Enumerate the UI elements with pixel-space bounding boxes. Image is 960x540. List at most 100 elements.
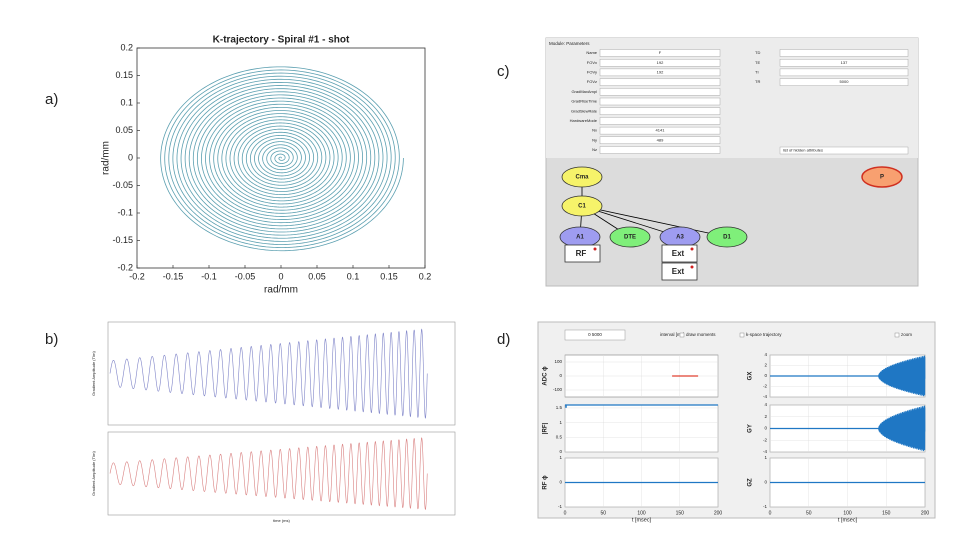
y-tick-label: 0 — [764, 373, 767, 378]
checkbox[interactable] — [739, 332, 745, 338]
block-marker — [690, 247, 694, 251]
input-box — [599, 136, 721, 145]
gradient-waveform — [109, 328, 428, 419]
block-marker — [690, 265, 694, 269]
chart-title: K-trajectory - Spiral #1 - shot — [213, 35, 350, 46]
spiral-trajectory — [160, 66, 404, 252]
field-value: 192 — [657, 60, 664, 65]
checkbox-label: draw moments — [686, 332, 716, 337]
field-label: Nz — [592, 147, 597, 152]
x-tick-label: -0.05 — [235, 271, 256, 281]
input-box — [779, 49, 909, 57]
field-label: Ny — [592, 137, 597, 142]
y-tick-label: 4 — [764, 352, 767, 357]
block — [661, 244, 698, 263]
input-box — [599, 146, 721, 154]
y-axis-label: RF ϕ — [543, 475, 549, 490]
field-value: F — [659, 50, 662, 55]
field-value: 489 — [657, 137, 664, 142]
node — [561, 195, 603, 217]
node-label: DTE — [624, 235, 636, 241]
gradient-trace — [878, 355, 926, 397]
field-label: TD — [755, 50, 760, 55]
interval-label: interval [ms] — [660, 332, 684, 337]
x-tick-label: 100 — [843, 510, 852, 516]
block — [661, 262, 698, 281]
y-tick-label: 0.15 — [115, 70, 133, 80]
field-label: GradRiseTime — [571, 99, 597, 104]
field-label: HardwareMode — [570, 118, 598, 123]
y-tick-label: -0.05 — [112, 180, 133, 190]
node — [861, 166, 903, 188]
x-tick-label: 0 — [564, 510, 567, 516]
panel-label: d) — [497, 331, 510, 348]
y-tick-label: 1 — [559, 455, 562, 460]
block-marker — [593, 247, 597, 251]
y-axis-label: Gradient Amplitude (T/m) — [91, 450, 96, 495]
x-tick-label: -0.15 — [163, 271, 184, 281]
input-box — [779, 78, 909, 86]
y-tick-label: 0 — [764, 480, 767, 485]
y-tick-label: 0.5 — [556, 435, 563, 440]
y-tick-label: 100 — [554, 359, 562, 364]
dropdown-text: list of hidden attributes — [783, 148, 823, 153]
field-value: 5000 — [840, 79, 850, 84]
block-label: Ext — [672, 249, 685, 258]
x-axis-label: t [msec] — [632, 517, 652, 523]
panel-label: a) — [45, 91, 58, 108]
node-label: C1 — [578, 204, 586, 210]
y-tick-label: -1 — [558, 504, 562, 509]
node — [609, 226, 651, 248]
x-axis-label: t [msec] — [838, 517, 858, 523]
checkbox[interactable] — [679, 332, 685, 338]
y-tick-label: 0 — [559, 449, 562, 454]
y-tick-label: -4 — [763, 449, 767, 454]
plot-area — [107, 321, 456, 426]
field-label: FOVz — [587, 79, 597, 84]
interval-value: 0 5000 — [588, 332, 602, 337]
field-value: 137 — [841, 60, 848, 65]
y-axis-label: GY — [748, 424, 754, 433]
y-tick-label: 2 — [764, 363, 767, 368]
input-box — [599, 97, 721, 106]
field-value: 4141 — [656, 128, 666, 133]
y-tick-label: -2 — [763, 384, 767, 389]
y-tick-label: 1 — [559, 420, 562, 425]
block-label: Ext — [672, 267, 685, 276]
field-label: Nx — [592, 128, 597, 133]
x-axis-label: time (ms) — [273, 518, 290, 523]
y-tick-label: 4 — [764, 402, 767, 407]
y-tick-label: 1 — [764, 455, 767, 460]
y-tick-label: -100 — [553, 387, 563, 392]
field-label: TI — [755, 69, 759, 74]
checkbox[interactable] — [894, 332, 900, 338]
y-tick-label: -0.1 — [117, 207, 133, 217]
y-tick-label: 1.5 — [556, 405, 563, 410]
y-tick-label: 0 — [559, 480, 562, 485]
x-tick-label: 200 — [714, 510, 723, 516]
y-tick-label: -2 — [763, 437, 767, 442]
input-box — [779, 59, 909, 67]
node-label: D1 — [723, 235, 731, 241]
input-box — [599, 49, 721, 57]
block — [564, 244, 601, 263]
y-axis-label: ADC ϕ — [543, 366, 549, 386]
field-label: TE — [755, 60, 760, 65]
x-tick-label: 0.1 — [347, 271, 360, 281]
y-tick-label: -0.15 — [112, 235, 133, 245]
y-tick-label: 2 — [764, 414, 767, 419]
y-axis-label: GX — [748, 372, 754, 381]
x-tick-label: 0 — [278, 271, 283, 281]
block-label: RF — [576, 249, 587, 258]
x-tick-label: 200 — [921, 510, 930, 516]
edge — [581, 205, 728, 238]
plot-area — [107, 431, 456, 516]
y-tick-label: 0.2 — [120, 42, 133, 52]
node-label: A1 — [576, 235, 584, 241]
field-label: FOVx — [587, 60, 597, 65]
x-tick-label: 50 — [806, 510, 812, 516]
input-box — [779, 68, 909, 77]
y-tick-label: -0.2 — [117, 262, 133, 272]
y-axis-label: rad/mm — [101, 141, 112, 175]
